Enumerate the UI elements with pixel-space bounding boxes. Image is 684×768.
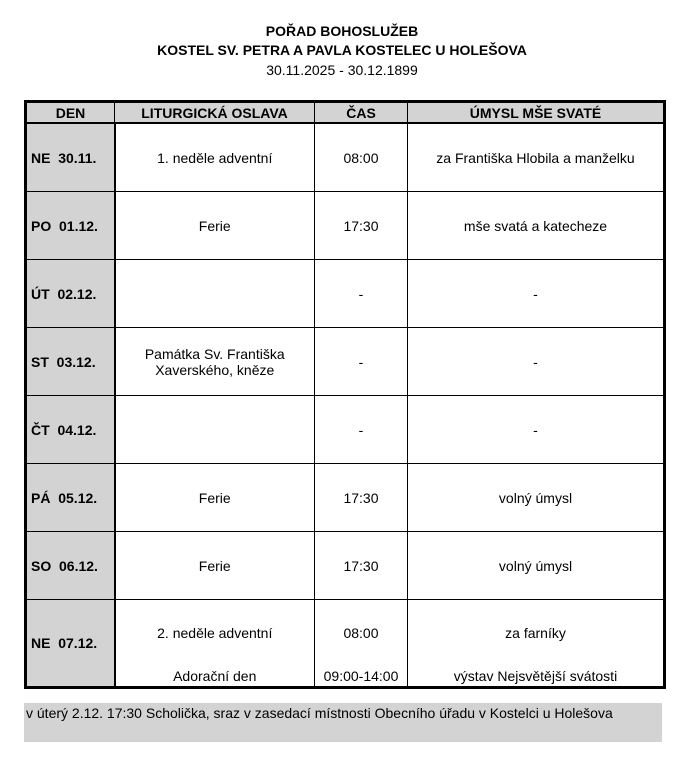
table-row: NE 30.11. 1. neděle adventní 08:00 za Frant… <box>25 122 665 192</box>
column-header-time: ČAS <box>314 101 408 124</box>
announcement-note: v úterý 2.12. 17:30 Scholička, sraz v za… <box>24 703 662 742</box>
time-cell: - <box>314 327 408 396</box>
schedule-table: DEN LITURGICKÁ OSLAVA ČAS ÚMYSL MŠE SVAT… <box>24 100 666 689</box>
time-cell: - <box>314 395 408 464</box>
day-cell: PO 01.12. <box>25 191 116 260</box>
intention-line-1: za farníky <box>505 625 566 641</box>
date-range: 30.11.2025 - 30.12.1899 <box>266 62 418 78</box>
intention-cell: za farníky výstav Nejsvětější svátosti <box>407 599 665 688</box>
intention-cell: volný úmysl <box>407 463 665 532</box>
column-header-celebration: LITURGICKÁ OSLAVA <box>114 101 315 124</box>
day-cell: NE 07.12. <box>25 599 116 688</box>
day-cell: ČT 04.12. <box>25 395 116 464</box>
table-row: NE 07.12. 2. neděle adventní Adorační den 0… <box>25 599 665 688</box>
celebration-cell: Ferie <box>114 463 315 532</box>
celebration-line-1: 2. neděle adventní <box>157 625 273 641</box>
table-row: PO 01.12. Ferie 17:30 mše svatá a katecheze <box>25 191 665 260</box>
intention-cell: - <box>407 259 665 328</box>
celebration-cell: Ferie <box>114 531 315 600</box>
celebration-cell: Památka Sv. Františka Xaverského, kněze <box>114 327 315 396</box>
celebration-cell <box>114 395 315 464</box>
column-header-day: DEN <box>25 101 115 124</box>
day-cell: ÚT 02.12. <box>25 259 116 328</box>
celebration-cell: 1. neděle adventní <box>114 122 315 192</box>
intention-cell: volný úmysl <box>407 531 665 600</box>
time-cell: - <box>314 259 408 328</box>
table-row: ST 03.12. Památka Sv. Františka Xaverskéh… <box>25 327 665 396</box>
time-cell: 17:30 <box>314 531 408 600</box>
day-cell: PÁ 05.12. <box>25 463 116 532</box>
time-cell: 08:00 <box>314 122 408 192</box>
time-cell: 08:00 09:00-14:00 <box>314 599 408 688</box>
celebration-cell <box>114 259 315 328</box>
page-title: POŘAD BOHOSLUŽEB <box>265 23 419 39</box>
time-line-1: 08:00 <box>343 625 379 641</box>
table-row: SO 06.12. Ferie 17:30 volný úmysl <box>25 531 665 600</box>
day-cell: SO 06.12. <box>25 531 116 600</box>
intention-cell: - <box>407 327 665 396</box>
table-header-row: DEN LITURGICKÁ OSLAVA ČAS ÚMYSL MŠE SVAT… <box>25 101 665 124</box>
intention-cell: mše svatá a katecheze <box>407 191 665 260</box>
intention-cell: za Františka Hlobila a manželku <box>407 122 665 192</box>
time-cell: 17:30 <box>314 191 408 260</box>
celebration-line-2: Adorační den <box>173 668 257 684</box>
intention-line-2: výstav Nejsvětější svátosti <box>453 668 618 684</box>
column-header-intention: ÚMYSL MŠE SVATÉ <box>407 101 665 124</box>
church-name: KOSTEL SV. PETRA A PAVLA KOSTELEC U HOLE… <box>157 42 527 58</box>
celebration-cell: 2. neděle adventní Adorační den <box>114 599 315 688</box>
table-row: ČT 04.12. - - <box>25 395 665 464</box>
intention-cell: - <box>407 395 665 464</box>
day-cell: NE 30.11. <box>25 122 116 192</box>
day-cell: ST 03.12. <box>25 327 116 396</box>
time-cell: 17:30 <box>314 463 408 532</box>
table-row: PÁ 05.12. Ferie 17:30 volný úmysl <box>25 463 665 532</box>
time-line-2: 09:00-14:00 <box>323 668 399 684</box>
table-row: ÚT 02.12. - - <box>25 259 665 328</box>
celebration-cell: Ferie <box>114 191 315 260</box>
